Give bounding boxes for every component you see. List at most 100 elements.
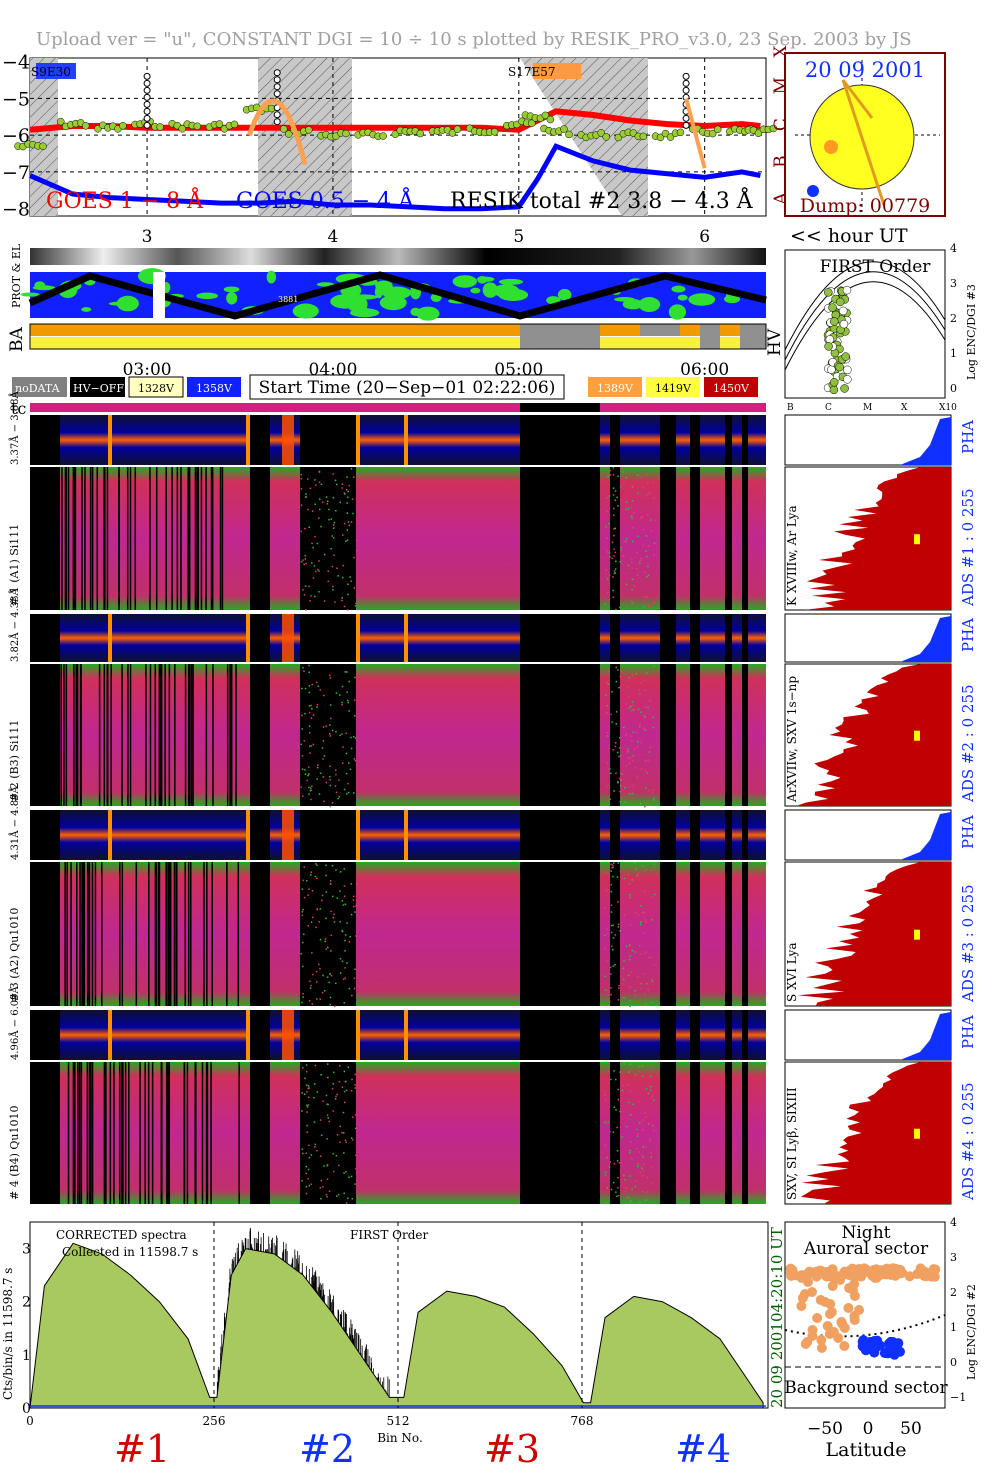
noise-dot	[630, 1200, 632, 1202]
noise-dot	[332, 729, 334, 732]
spec-y-tick: 2	[22, 1295, 31, 1311]
map-land-blob	[34, 281, 46, 290]
lat-point-auroral	[849, 1291, 860, 1301]
channel-gap-line	[76, 862, 78, 1006]
noise-dot	[616, 1160, 619, 1162]
noise-dot	[320, 1197, 322, 1200]
noise-dot	[308, 1144, 310, 1147]
sun-date: 20 09 2001	[805, 58, 925, 82]
channel-gap	[250, 862, 270, 1006]
noise-dot	[629, 756, 631, 759]
channel-gap-line	[118, 467, 120, 610]
channel-gap-line	[212, 664, 214, 806]
noise-dot	[323, 553, 326, 556]
noise-dot	[343, 1172, 345, 1174]
noise-dot	[339, 734, 341, 737]
noise-dot	[647, 789, 650, 792]
noise-dot	[625, 1125, 628, 1128]
channel-gap	[690, 1062, 700, 1204]
channel-gap-line	[210, 1062, 212, 1204]
map-land-blob	[116, 295, 139, 312]
lat-point-auroral	[825, 1309, 836, 1319]
pha-bright-line	[356, 810, 360, 860]
pha-gap	[742, 1010, 748, 1060]
noise-dot	[348, 1176, 350, 1179]
noise-dot	[627, 686, 630, 688]
noise-dot	[305, 562, 307, 565]
noise-dot	[615, 772, 617, 774]
noise-dot	[300, 561, 303, 563]
channel-gap-line	[72, 467, 75, 610]
noise-dot	[335, 1095, 337, 1098]
pha-gap	[660, 1010, 676, 1060]
noise-dot	[341, 483, 344, 486]
noise-dot	[342, 978, 345, 980]
noise-dot	[319, 689, 321, 691]
channel-gap-line	[84, 467, 86, 610]
lat-point-auroral	[797, 1293, 808, 1303]
noise-dot	[613, 548, 615, 550]
noise-dot	[610, 870, 612, 872]
noise-dot	[325, 917, 327, 920]
noise-dot	[627, 507, 630, 510]
noise-dot	[316, 766, 319, 769]
map-land-blob	[668, 304, 686, 320]
noise-dot	[301, 714, 303, 717]
noise-dot	[641, 515, 644, 518]
channel-gap-line	[229, 664, 231, 806]
noise-dot	[345, 1202, 348, 1204]
noise-dot	[353, 556, 355, 559]
noise-dot	[330, 974, 333, 977]
channel-gap-line	[158, 862, 161, 1006]
noise-dot	[634, 912, 637, 914]
noise-dot	[316, 864, 318, 866]
goes-y-tick: −5	[2, 88, 30, 110]
pha-bright-line	[246, 614, 250, 662]
pha-wave-label: 3.37Å − 3.88Å	[9, 391, 21, 465]
legend-v3: 1389V	[597, 382, 634, 395]
noise-dot	[316, 908, 319, 911]
noise-dot	[329, 677, 332, 679]
noise-dot	[313, 565, 316, 567]
noise-dot	[629, 883, 631, 885]
noise-dot	[629, 955, 631, 957]
noise-dot	[314, 863, 317, 865]
lat-x-ticks: −50 0 50	[807, 1419, 922, 1439]
noise-dot	[608, 872, 611, 875]
map-land-blob	[493, 284, 520, 298]
noise-dot	[346, 609, 349, 611]
active-region-2	[807, 185, 819, 197]
noise-dot	[354, 737, 357, 739]
noise-dot	[607, 785, 609, 788]
pha-gap	[30, 415, 60, 465]
noise-dot	[344, 977, 347, 979]
noise-dot	[653, 1129, 655, 1132]
latitude-points	[785, 1263, 941, 1360]
noise-dot	[612, 589, 614, 592]
noise-dot	[343, 1192, 345, 1195]
map-land-blob	[677, 294, 688, 301]
lat-y-tick: 1	[950, 1321, 957, 1334]
hour-tick: 6	[699, 227, 710, 247]
pha-gap	[30, 810, 60, 860]
channel-gap-line	[211, 862, 213, 1006]
noise-dot	[347, 583, 349, 586]
noise-dot	[325, 891, 327, 893]
channel-gap-line	[154, 862, 157, 1006]
pha-bright-line	[356, 614, 360, 662]
noise-dot	[637, 741, 639, 743]
noise-dot	[319, 1187, 322, 1189]
noise-dot	[318, 590, 320, 593]
noise-dot	[645, 550, 647, 552]
noise-dot	[300, 786, 302, 788]
channel-gap-line	[86, 1062, 89, 1204]
channel-gap-line	[192, 664, 194, 806]
noise-dot	[338, 779, 340, 781]
noise-dot	[330, 883, 332, 885]
noise-dot	[646, 514, 649, 516]
channel-gap-line	[210, 467, 213, 610]
noise-dot	[624, 540, 627, 543]
latitude-panel: Night Auroral sector Background sector L…	[784, 1216, 978, 1461]
noise-dot	[645, 921, 647, 924]
noise-dot	[612, 866, 614, 868]
